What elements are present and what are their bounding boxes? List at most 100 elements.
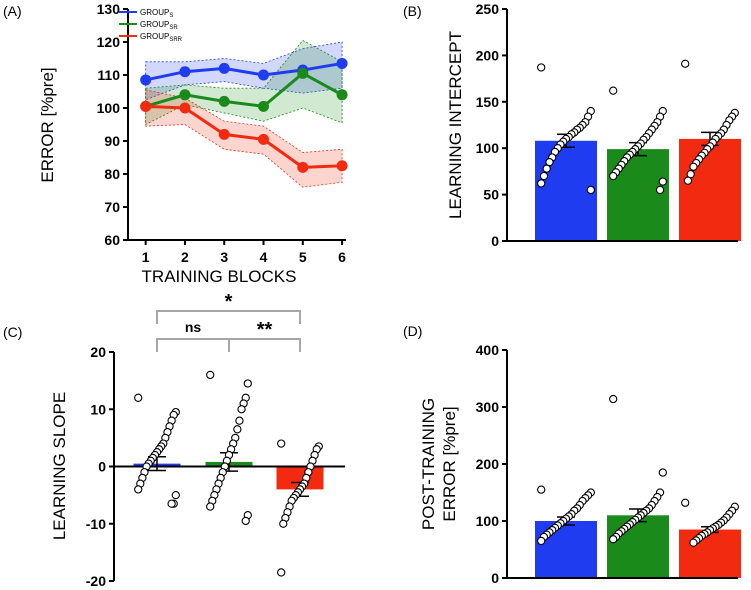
- data-point-sr: [658, 468, 667, 477]
- panel-label-a: (A): [3, 3, 22, 19]
- data-point-s: [140, 74, 152, 86]
- series-line-sr: [145, 71, 343, 108]
- data-point-sr: [655, 185, 665, 195]
- bar-sr: [607, 515, 669, 578]
- data-point-srr: [218, 128, 230, 140]
- data-point-sr: [206, 502, 215, 511]
- significance-label: *: [225, 291, 233, 313]
- data-point-srr: [277, 439, 286, 448]
- panel-label-c: (C): [3, 324, 22, 340]
- data-point-s: [539, 171, 549, 181]
- y-tick-label: 200: [476, 456, 500, 472]
- data-point-sr: [336, 89, 348, 101]
- data-point-s: [336, 57, 348, 69]
- x-tick-label: 4: [260, 249, 268, 265]
- y-tick-label: 10: [90, 401, 106, 417]
- data-point-srr: [258, 133, 270, 145]
- y-tick-label: -10: [86, 516, 106, 532]
- y-tick-label: 0: [491, 233, 499, 249]
- y-tick-label: 60: [104, 232, 120, 248]
- data-point-s: [537, 485, 546, 494]
- data-point-s: [258, 69, 270, 81]
- data-point-sr: [241, 516, 250, 526]
- x-tick-label: 1: [142, 249, 150, 265]
- data-point-srr: [279, 519, 288, 528]
- significance-label: **: [257, 319, 273, 341]
- data-point-srr: [689, 162, 698, 171]
- y-axis-title: LEARNING INTERCEPT: [446, 31, 465, 219]
- legend-entry-s: GROUPS: [140, 8, 173, 19]
- y-axis-title-line2: ERROR [%pre]: [440, 406, 459, 521]
- x-tick-label: 6: [338, 249, 346, 265]
- data-point-s: [134, 485, 143, 494]
- series-line-srr: [145, 104, 343, 169]
- y-tick-label: 130: [97, 1, 121, 17]
- y-tick-label: 120: [97, 34, 121, 50]
- legend-entry-srr: GROUPSRR: [140, 32, 183, 43]
- data-point-sr: [658, 177, 667, 186]
- data-point-s: [171, 490, 180, 500]
- legend-subscript: SR: [169, 25, 178, 31]
- series-line-s: [145, 61, 343, 82]
- data-point-sr: [218, 95, 230, 107]
- bar-srr: [679, 138, 741, 241]
- data-point-sr: [233, 425, 242, 434]
- y-tick-label: 300: [476, 399, 500, 415]
- data-point-srr: [297, 161, 309, 173]
- legend-name: GROUP: [140, 20, 169, 29]
- legend-entry-sr: GROUPSR: [140, 20, 178, 31]
- data-point-sr: [609, 394, 618, 404]
- data-point-srr: [179, 102, 191, 114]
- bar-s: [535, 140, 597, 241]
- data-point-srr: [683, 176, 693, 185]
- data-point-s: [179, 66, 191, 78]
- data-point-sr: [258, 100, 270, 112]
- y-tick-label: 80: [104, 166, 120, 182]
- data-point-s: [134, 393, 143, 402]
- y-tick-label: 400: [476, 342, 500, 358]
- data-point-sr: [609, 535, 618, 544]
- data-point-srr: [140, 100, 152, 112]
- y-tick-label: 200: [476, 47, 500, 63]
- significance-bracket: [228, 338, 301, 352]
- x-axis-title: TRAINING BLOCKS: [142, 267, 297, 286]
- legend-name: GROUP: [140, 8, 169, 17]
- y-tick-label: 250: [476, 1, 500, 17]
- data-point-sr: [609, 171, 618, 181]
- y-tick-label: 0: [98, 459, 106, 475]
- x-tick-label: 5: [299, 249, 307, 265]
- y-tick-label: 100: [476, 140, 500, 156]
- y-tick-label: -20: [86, 573, 106, 589]
- data-point-srr: [689, 538, 698, 547]
- data-point-sr: [297, 67, 309, 79]
- data-point-s: [542, 164, 551, 173]
- data-point-s: [537, 63, 546, 72]
- panel-label-b: (B): [403, 3, 422, 19]
- data-point-s: [218, 62, 230, 74]
- legend-subscript: SRR: [169, 37, 182, 43]
- data-point-s: [586, 185, 595, 195]
- data-point-srr: [681, 498, 690, 507]
- panel-label-d: (D): [403, 323, 422, 339]
- y-tick-label: 150: [476, 94, 500, 110]
- x-tick-label: 3: [220, 249, 228, 265]
- bar-sr: [607, 149, 669, 241]
- data-point-sr: [235, 416, 244, 425]
- data-point-sr: [237, 405, 246, 414]
- data-point-srr: [336, 160, 348, 172]
- significance-bracket: [156, 310, 301, 324]
- y-tick-label: 20: [90, 344, 106, 360]
- data-point-srr: [277, 568, 286, 577]
- y-axis-title: LEARNING SLOPE: [50, 392, 69, 540]
- data-point-s: [167, 499, 176, 508]
- y-tick-label: 100: [476, 513, 500, 529]
- y-axis-title: ERROR [%pre]: [38, 67, 57, 182]
- y-tick-label: 50: [483, 187, 499, 203]
- y-tick-label: 0: [491, 570, 499, 586]
- y-tick-label: 90: [104, 133, 120, 149]
- data-point-sr: [179, 89, 191, 101]
- data-point-sr: [243, 379, 252, 388]
- y-axis-title: POST-TRAINING: [419, 398, 438, 530]
- x-tick-label: 2: [181, 249, 189, 265]
